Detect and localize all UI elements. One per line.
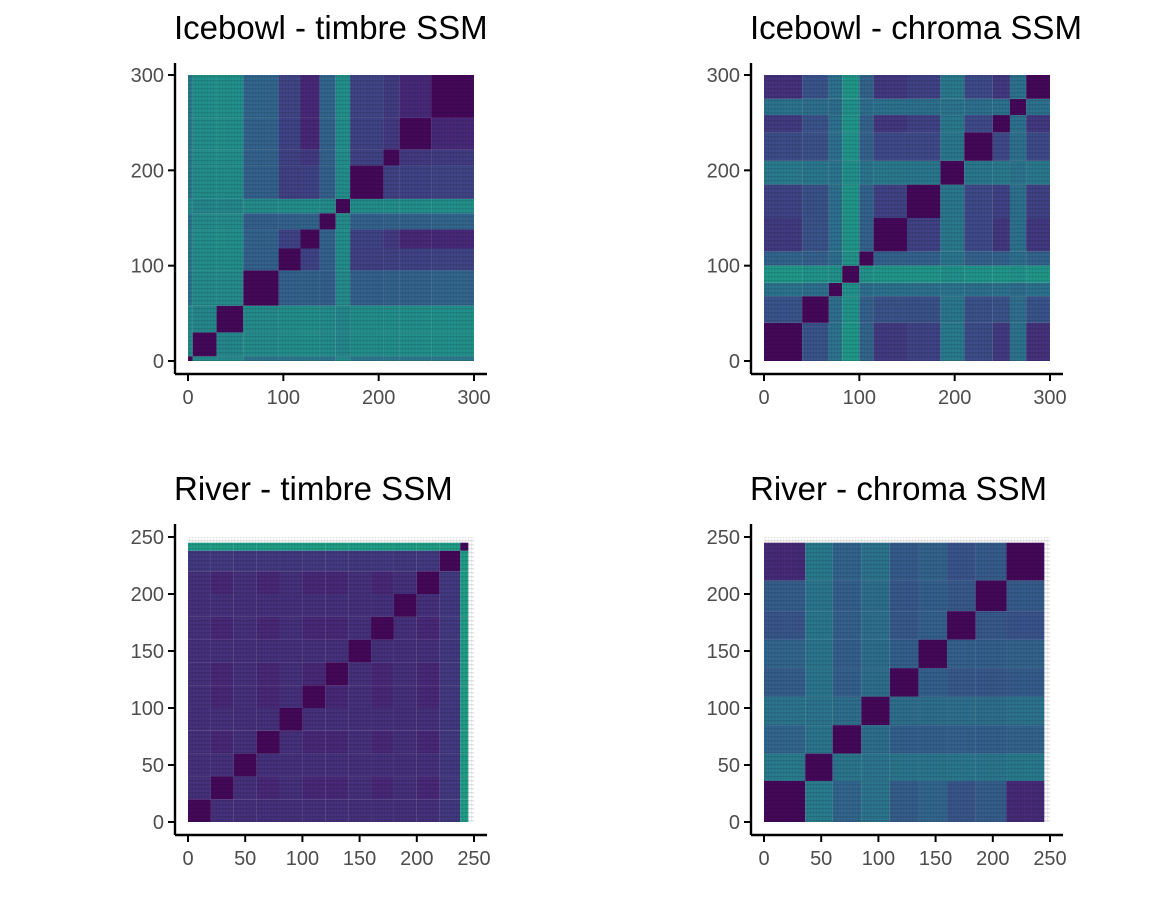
x-tick-label: 250: [1033, 848, 1066, 870]
panel-river-timbre: River - timbre SSM 0 50 100 150 200 250 0 50 10…: [131, 470, 491, 870]
y-tick-label: 50: [718, 755, 740, 777]
x-tick-label: 200: [976, 848, 1009, 870]
x-tick-label: 200: [362, 387, 395, 409]
y-ticks: 0 50 100 150 200 250: [707, 527, 751, 834]
x-tick-label: 50: [810, 848, 832, 870]
y-tick-label: 150: [131, 641, 164, 663]
y-tick-label: 0: [729, 351, 740, 373]
heatmap-texture-v: [188, 75, 474, 361]
x-tick-label: 150: [343, 848, 376, 870]
y-tick-label: 200: [707, 160, 740, 182]
y-ticks: 0 50 100 150 200 250: [131, 527, 175, 834]
y-tick-label: 50: [142, 755, 164, 777]
x-tick-label: 0: [182, 387, 193, 409]
x-tick-label: 200: [938, 387, 971, 409]
y-ticks: 0 100 200 300: [707, 65, 751, 373]
x-tick-label: 300: [1033, 387, 1066, 409]
heatmap-texture-v: [764, 75, 1050, 361]
x-tick-label: 0: [758, 848, 769, 870]
x-tick-label: 250: [457, 848, 490, 870]
x-tick-label: 50: [234, 848, 256, 870]
panel-icebowl-timbre: Icebowl - timbre SSM 0 100 200 300 0 100 200 3…: [131, 9, 491, 409]
heatmap-texture-v: [764, 537, 1050, 822]
x-tick-label: 100: [843, 387, 876, 409]
y-ticks: 0 100 200 300: [131, 65, 175, 373]
y-tick-label: 150: [707, 641, 740, 663]
y-tick-label: 200: [707, 584, 740, 606]
x-tick-label: 100: [862, 848, 895, 870]
panel-title: Icebowl - timbre SSM: [174, 9, 488, 46]
y-tick-label: 300: [707, 65, 740, 87]
y-tick-label: 100: [131, 698, 164, 720]
y-tick-label: 0: [153, 351, 164, 373]
panel-river-chroma: River - chroma SSM 0 50 100 150 200 250 0 50 10…: [707, 470, 1067, 870]
x-tick-label: 200: [400, 848, 433, 870]
x-ticks: 0 100 200 300: [758, 374, 1067, 409]
y-tick-label: 250: [131, 527, 164, 549]
y-tick-label: 0: [153, 812, 164, 834]
y-tick-label: 0: [729, 812, 740, 834]
y-tick-label: 250: [707, 527, 740, 549]
x-ticks: 0 50 100 150 200 250: [758, 835, 1067, 870]
y-tick-label: 300: [131, 65, 164, 87]
x-tick-label: 0: [758, 387, 769, 409]
y-tick-label: 100: [131, 256, 164, 278]
panel-icebowl-chroma: Icebowl - chroma SSM 0 100 200 300 0 100 200 3…: [707, 9, 1082, 409]
x-tick-label: 300: [457, 387, 490, 409]
y-tick-label: 100: [707, 256, 740, 278]
panel-title: River - timbre SSM: [174, 470, 453, 507]
x-ticks: 0 100 200 300: [182, 374, 491, 409]
panel-title: Icebowl - chroma SSM: [750, 9, 1082, 46]
x-tick-label: 100: [286, 848, 319, 870]
x-tick-label: 150: [919, 848, 952, 870]
y-tick-label: 100: [707, 698, 740, 720]
x-tick-label: 100: [267, 387, 300, 409]
x-tick-label: 0: [182, 848, 193, 870]
panel-title: River - chroma SSM: [750, 470, 1047, 507]
y-tick-label: 200: [131, 584, 164, 606]
y-tick-label: 200: [131, 160, 164, 182]
heatmap-texture-v: [188, 537, 474, 822]
x-ticks: 0 50 100 150 200 250: [182, 835, 491, 870]
